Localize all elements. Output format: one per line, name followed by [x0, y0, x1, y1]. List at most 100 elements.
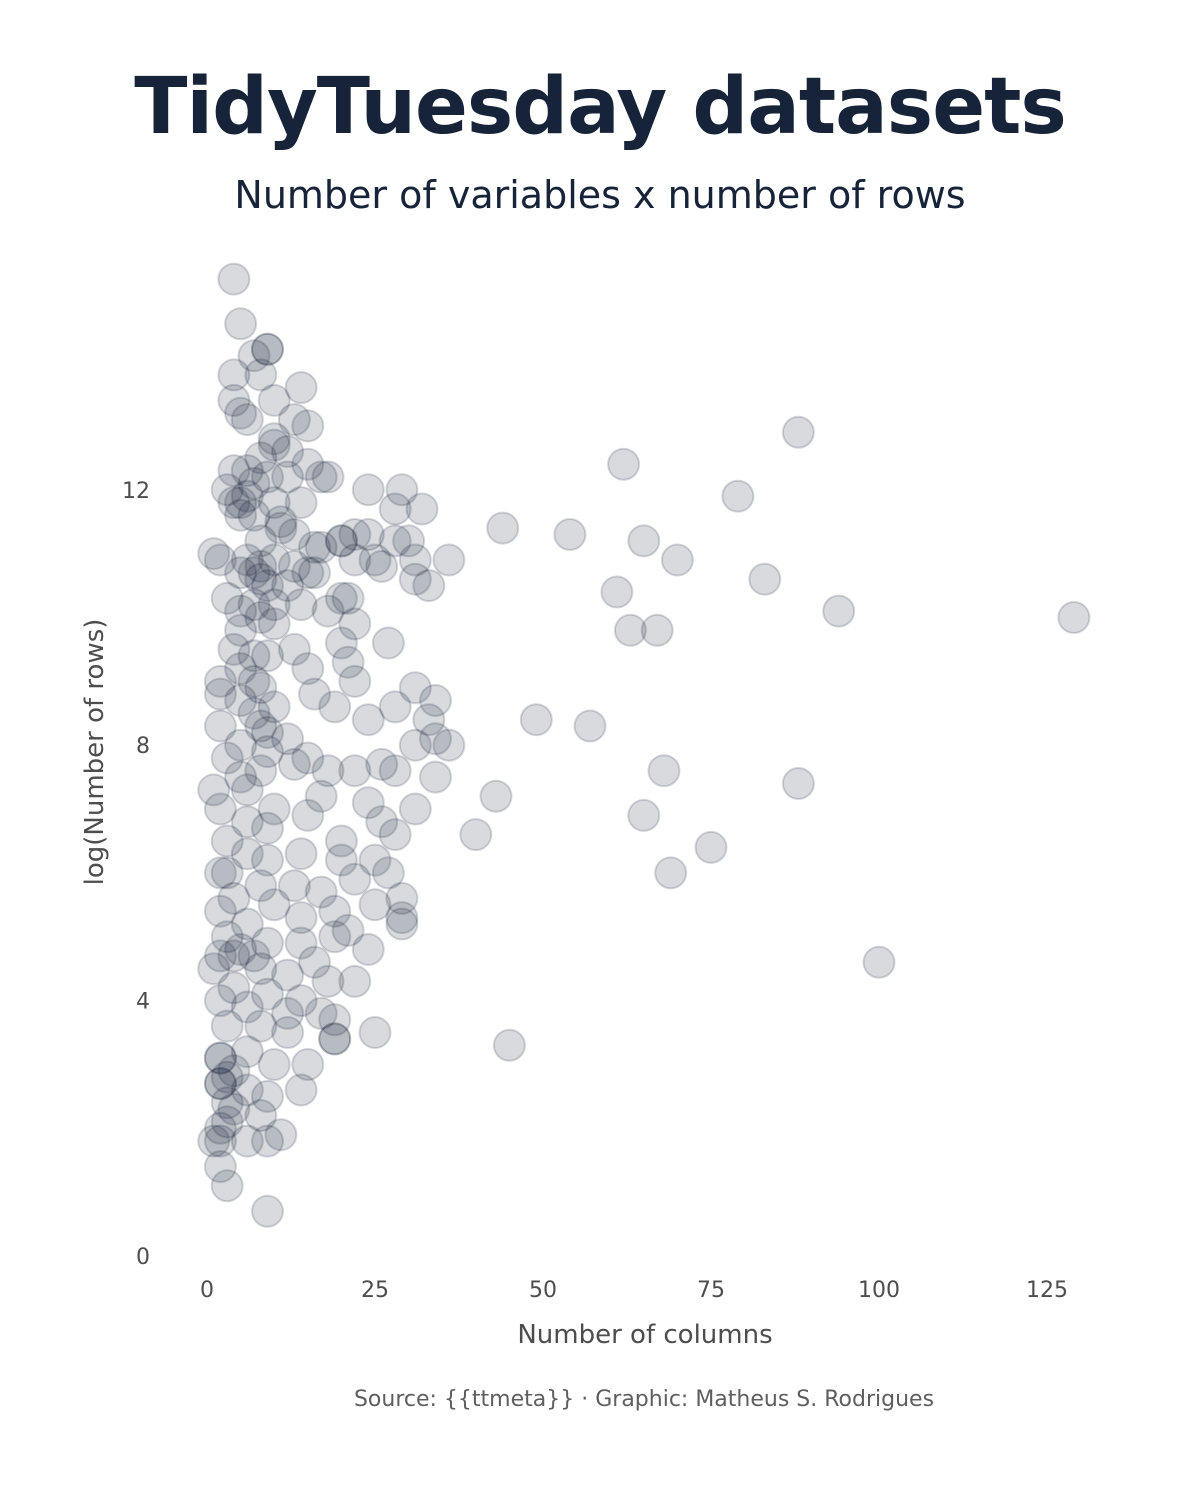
data-point — [217, 1054, 251, 1088]
data-point — [237, 664, 271, 698]
data-point — [251, 639, 284, 673]
data-point — [600, 575, 634, 609]
data-point — [298, 556, 331, 590]
x-tick-label: 100 — [858, 1278, 900, 1303]
x-axis-ticks: 0 25 50 75 100 125 — [200, 1278, 1068, 1303]
data-point — [721, 479, 755, 513]
data-point — [385, 881, 419, 915]
data-point — [224, 760, 258, 794]
data-point — [203, 1150, 237, 1184]
data-point — [244, 562, 278, 596]
data-point — [237, 588, 271, 622]
data-point — [251, 1124, 284, 1158]
data-point — [304, 875, 338, 909]
data-point — [331, 645, 365, 679]
data-point — [244, 671, 278, 705]
data-point — [264, 511, 298, 545]
data-point — [251, 843, 284, 877]
data-point — [378, 754, 412, 788]
data-point — [351, 703, 385, 737]
y-axis-ticks: 0 4 8 12 — [122, 479, 150, 1270]
data-point — [230, 479, 264, 513]
data-point — [217, 486, 251, 520]
data-point — [324, 626, 358, 660]
data-point — [203, 856, 237, 890]
data-point — [203, 894, 237, 928]
data-point — [291, 409, 325, 443]
data-point — [318, 690, 352, 724]
data-point — [217, 632, 251, 666]
data-point — [203, 1067, 237, 1101]
data-point — [660, 543, 694, 577]
data-point — [257, 543, 291, 577]
data-point — [324, 524, 358, 558]
data-point — [203, 1041, 237, 1075]
y-tick-label: 0 — [136, 1245, 150, 1270]
data-point — [338, 964, 372, 998]
data-point — [432, 728, 466, 762]
data-point — [398, 543, 432, 577]
x-tick-label: 75 — [697, 1278, 725, 1303]
data-point — [277, 747, 311, 781]
data-point — [412, 569, 446, 603]
data-point — [197, 773, 231, 807]
data-point — [781, 415, 815, 449]
data-point — [197, 1124, 231, 1158]
data-point — [210, 1060, 244, 1094]
data-point — [203, 1041, 237, 1075]
data-point — [203, 1111, 237, 1145]
data-point — [237, 939, 271, 973]
data-point — [257, 792, 291, 826]
data-point — [298, 677, 331, 711]
data-point — [271, 722, 305, 756]
data-point — [244, 601, 278, 634]
data-point — [338, 607, 372, 641]
data-point — [324, 843, 358, 877]
data-point — [371, 626, 405, 660]
data-point — [607, 447, 641, 481]
data-point — [237, 339, 271, 373]
data-point — [244, 441, 278, 475]
data-point — [224, 498, 258, 532]
data-point — [224, 556, 258, 590]
data-point — [331, 913, 365, 947]
data-point — [371, 856, 405, 890]
data-point — [284, 371, 318, 405]
data-point — [217, 939, 251, 973]
data-point — [365, 747, 399, 781]
data-point — [264, 505, 298, 539]
data-point — [203, 792, 237, 826]
data-point — [237, 556, 271, 590]
data-point — [257, 690, 291, 724]
data-point — [304, 779, 338, 813]
data-point — [284, 588, 318, 622]
data-point — [210, 581, 244, 615]
data-point — [284, 486, 318, 520]
data-point — [251, 926, 284, 960]
x-tick-label: 0 — [200, 1278, 214, 1303]
data-point — [224, 486, 258, 520]
data-point — [217, 358, 251, 392]
data-point — [298, 530, 331, 564]
data-point — [244, 754, 278, 788]
data-point — [257, 486, 291, 520]
data-point — [244, 952, 278, 986]
x-tick-label: 25 — [361, 1278, 389, 1303]
data-point — [277, 549, 311, 583]
data-point — [311, 594, 345, 628]
data-point — [358, 888, 392, 922]
data-point — [385, 473, 419, 507]
data-point — [479, 779, 513, 813]
x-tick-label: 125 — [1026, 1278, 1068, 1303]
data-point — [210, 824, 244, 858]
data-point — [291, 798, 325, 832]
data-point — [351, 473, 385, 507]
data-point — [291, 447, 325, 481]
data-point — [398, 792, 432, 826]
data-point — [257, 1048, 291, 1081]
data-point — [277, 869, 311, 903]
data-point — [640, 613, 674, 647]
data-point — [217, 1092, 251, 1126]
data-point — [197, 537, 231, 571]
data-point — [338, 543, 372, 577]
